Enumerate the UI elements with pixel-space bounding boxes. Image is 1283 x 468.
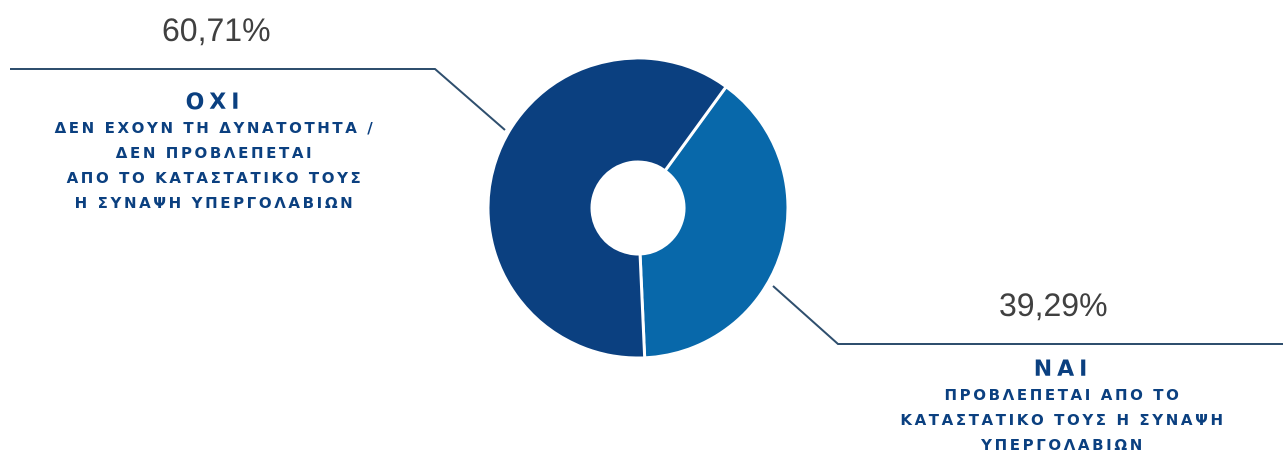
leader-line-oxi — [10, 68, 506, 131]
slice-description-oxi-line-4: Η ΣΥΝΑΨΗ ΥΠΕΡΓΟΛΑΒΙΩΝ — [74, 194, 356, 212]
slice-description-nai-line-2: ΚΑΤΑΣΤΑΤΙΚΟ ΤΟΥΣ Η ΣΥΝΑΨΗ — [900, 411, 1226, 429]
slice-value-oxi: 60,71% — [162, 12, 271, 48]
slice-label-oxi: ΟΧΙ ΔΕΝ ΕΧΟΥΝ ΤΗ ΔΥΝΑΤΟΤΗΤΑ / ΔΕΝ ΠΡΟΒΛΕ… — [25, 90, 405, 216]
leader-line-nai — [772, 285, 1283, 345]
slice-description-nai-line-1: ΠΡΟΒΛΕΠΕΤΑΙ ΑΠΟ ΤΟ — [944, 386, 1182, 404]
slice-category-nai: ΝΑΙ — [1033, 357, 1093, 382]
slice-category-oxi: ΟΧΙ — [185, 90, 245, 115]
donut-slices — [486, 56, 790, 360]
slice-description-nai-line-3: ΥΠΕΡΓΟΛΑΒΙΩΝ — [981, 436, 1145, 454]
slice-value-nai: 39,29% — [999, 287, 1108, 323]
slice-description-oxi-line-3: ΑΠΟ ΤΟ ΚΑΤΑΣΤΑΤΙΚΟ ΤΟΥΣ — [66, 169, 364, 187]
slice-description-oxi-line-1: ΔΕΝ ΕΧΟΥΝ ΤΗ ΔΥΝΑΤΟΤΗΤΑ / — [54, 119, 376, 137]
slice-description-oxi-line-2: ΔΕΝ ΠΡΟΒΛΕΠΕΤΑΙ — [115, 144, 315, 162]
slice-label-nai: ΝΑΙ ΠΡΟΒΛΕΠΕΤΑΙ ΑΠΟ ΤΟ ΚΑΤΑΣΤΑΤΙΚΟ ΤΟΥΣ … — [858, 357, 1268, 458]
slice-oxi — [486, 56, 729, 360]
